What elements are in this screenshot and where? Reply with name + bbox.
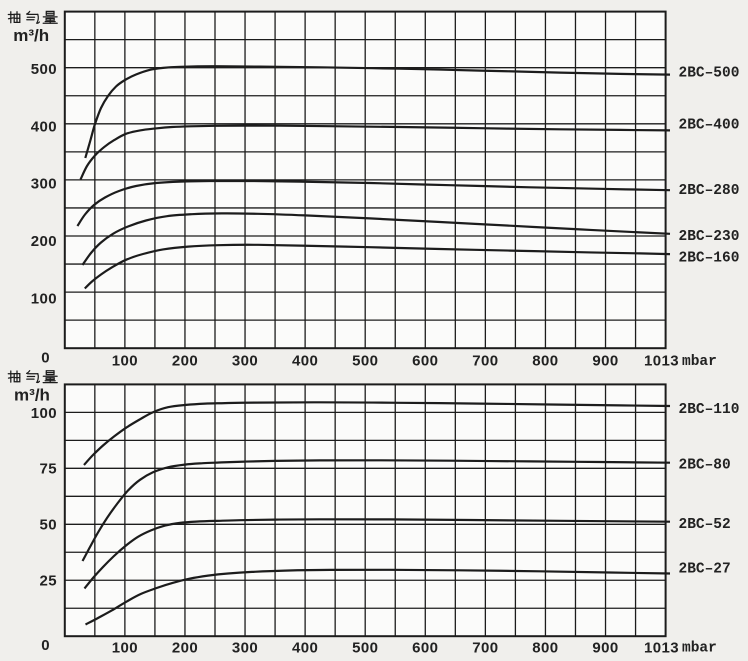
svg-text:400: 400	[31, 118, 57, 135]
svg-text:100: 100	[112, 639, 138, 656]
svg-text:300: 300	[31, 176, 57, 193]
svg-text:500: 500	[31, 61, 57, 78]
svg-text:500: 500	[352, 353, 378, 370]
svg-text:1013: 1013	[644, 353, 679, 370]
svg-text:mbar: mbar	[682, 641, 717, 657]
svg-text:m³/h: m³/h	[14, 385, 50, 404]
svg-text:800: 800	[532, 639, 558, 656]
svg-text:400: 400	[292, 639, 318, 656]
svg-text:200: 200	[172, 639, 198, 656]
svg-text:700: 700	[472, 639, 498, 656]
svg-text:600: 600	[412, 353, 438, 370]
svg-text:100: 100	[31, 290, 57, 307]
svg-text:2BC–400: 2BC–400	[679, 118, 740, 134]
svg-text:m³/h: m³/h	[13, 26, 49, 45]
svg-text:900: 900	[592, 353, 618, 370]
svg-text:2BC–27: 2BC–27	[679, 561, 731, 577]
svg-text:100: 100	[112, 353, 138, 370]
svg-text:0: 0	[41, 637, 50, 654]
svg-text:mbar: mbar	[682, 354, 717, 370]
svg-text:50: 50	[40, 517, 58, 534]
svg-text:2BC–230: 2BC–230	[679, 229, 740, 245]
svg-text:300: 300	[232, 353, 258, 370]
svg-text:100: 100	[31, 405, 57, 422]
svg-text:2BC–500: 2BC–500	[679, 66, 740, 82]
svg-text:25: 25	[40, 573, 58, 590]
svg-text:800: 800	[532, 353, 558, 370]
svg-text:200: 200	[31, 233, 57, 250]
svg-text:2BC–280: 2BC–280	[679, 183, 740, 199]
svg-text:500: 500	[352, 639, 378, 656]
svg-text:600: 600	[412, 639, 438, 656]
svg-text:75: 75	[40, 461, 58, 478]
svg-text:2BC–52: 2BC–52	[679, 517, 731, 533]
svg-text:0: 0	[41, 350, 50, 367]
svg-text:700: 700	[472, 353, 498, 370]
svg-text:1013: 1013	[644, 639, 679, 656]
svg-text:900: 900	[592, 639, 618, 656]
svg-text:2BC–160: 2BC–160	[679, 250, 740, 266]
svg-text:300: 300	[232, 639, 258, 656]
svg-text:400: 400	[292, 353, 318, 370]
svg-text:2BC–80: 2BC–80	[679, 457, 731, 473]
svg-text:2BC–110: 2BC–110	[679, 402, 740, 418]
svg-text:200: 200	[172, 353, 198, 370]
